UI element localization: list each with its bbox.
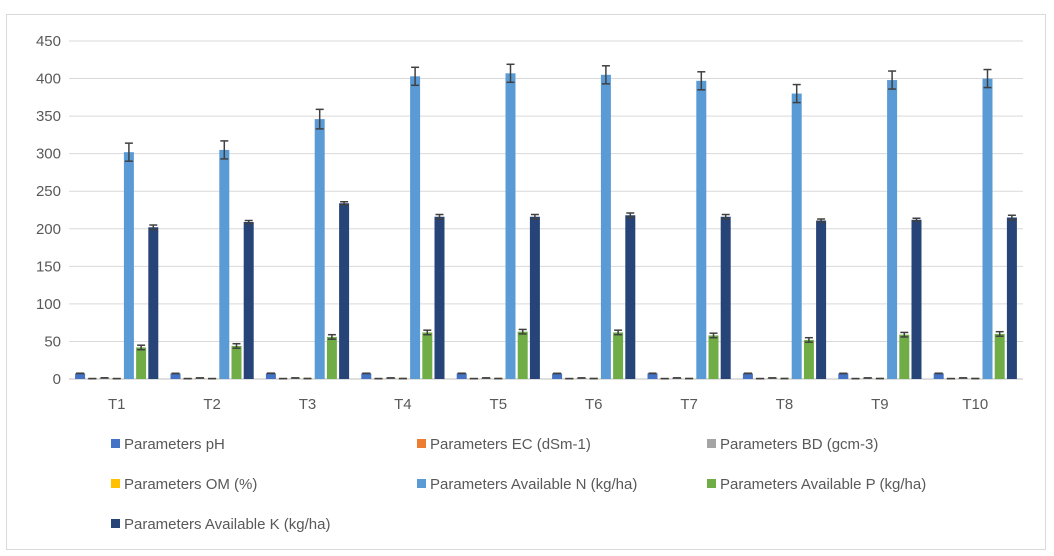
- x-tick-label: T9: [871, 396, 889, 413]
- x-tick-label: T5: [490, 396, 508, 413]
- legend-label: Parameters OM (%): [124, 476, 257, 493]
- legend-label: Parameters Available N (kg/ha): [430, 476, 637, 493]
- legend-swatch: [707, 479, 716, 488]
- legend-label: Parameters Available K (kg/ha): [124, 516, 331, 533]
- legend-swatch: [111, 479, 120, 488]
- bar: [314, 119, 325, 380]
- bar: [361, 373, 372, 379]
- y-tick-label: 100: [36, 296, 61, 313]
- legend-swatch: [417, 439, 426, 448]
- bar: [838, 373, 849, 379]
- x-tick-label: T10: [962, 396, 988, 413]
- bar: [887, 80, 898, 380]
- bar: [529, 216, 540, 379]
- bar: [791, 93, 802, 380]
- y-tick-label: 150: [36, 258, 61, 275]
- legend-swatch: [111, 439, 120, 448]
- bar: [708, 335, 719, 379]
- x-tick-label: T7: [680, 396, 698, 413]
- bar-chart: 0 50 100 150 200 250 300 350 400 450 T1 T2 T3 T4 T5 T6 T…: [36, 33, 1023, 533]
- bar: [816, 220, 827, 379]
- bar: [75, 373, 86, 379]
- legend-swatch: [111, 519, 120, 528]
- bar: [994, 333, 1005, 379]
- x-tick-label: T1: [108, 396, 126, 413]
- bar: [552, 373, 563, 379]
- bar: [613, 332, 624, 379]
- x-tick-label: T4: [394, 396, 412, 413]
- bar: [422, 332, 433, 379]
- bar: [600, 74, 611, 380]
- legend-label: Parameters BD (gcm-3): [720, 436, 878, 453]
- bar: [136, 347, 147, 379]
- legend-label: Parameters Available P (kg/ha): [720, 476, 926, 493]
- y-tick-label: 0: [53, 371, 61, 388]
- bar: [243, 222, 254, 379]
- x-tick-label: T6: [585, 396, 603, 413]
- x-tick-label: T3: [299, 396, 317, 413]
- y-tick-label: 350: [36, 108, 61, 125]
- bar: [410, 76, 421, 380]
- bar: [456, 373, 467, 379]
- y-tick-label: 300: [36, 146, 61, 163]
- bar: [517, 331, 528, 379]
- y-tick-label: 50: [44, 333, 61, 350]
- bar: [720, 216, 731, 379]
- y-tick-label: 200: [36, 221, 61, 238]
- bar: [231, 345, 242, 379]
- bar: [505, 73, 516, 379]
- legend-label: Parameters EC (dSm-1): [430, 436, 591, 453]
- x-tick-label: T8: [776, 396, 794, 413]
- y-tick-label: 250: [36, 183, 61, 200]
- bar: [123, 152, 134, 379]
- bar: [911, 219, 922, 379]
- legend-swatch: [417, 479, 426, 488]
- bar: [933, 373, 944, 379]
- bar: [170, 373, 181, 379]
- bar: [647, 373, 658, 379]
- bar: [265, 373, 276, 379]
- bar: [742, 373, 753, 379]
- bar: [326, 336, 337, 379]
- y-tick-label: 400: [36, 71, 61, 88]
- chart-frame: 0 50 100 150 200 250 300 350 400 450 T1 T2 T3 T4 T5 T6 T…: [6, 14, 1046, 550]
- legend-label: Parameters pH: [124, 436, 225, 453]
- bar: [982, 78, 993, 380]
- bar: [696, 80, 707, 379]
- bar: [219, 149, 230, 379]
- x-tick-label: T2: [203, 396, 221, 413]
- bar: [148, 227, 159, 379]
- bar: [434, 216, 445, 379]
- y-tick-label: 450: [36, 33, 61, 50]
- bar: [625, 215, 636, 379]
- bar: [803, 339, 814, 379]
- bar: [339, 203, 350, 379]
- bar: [1006, 217, 1017, 379]
- legend-swatch: [707, 439, 716, 448]
- bar: [899, 334, 910, 379]
